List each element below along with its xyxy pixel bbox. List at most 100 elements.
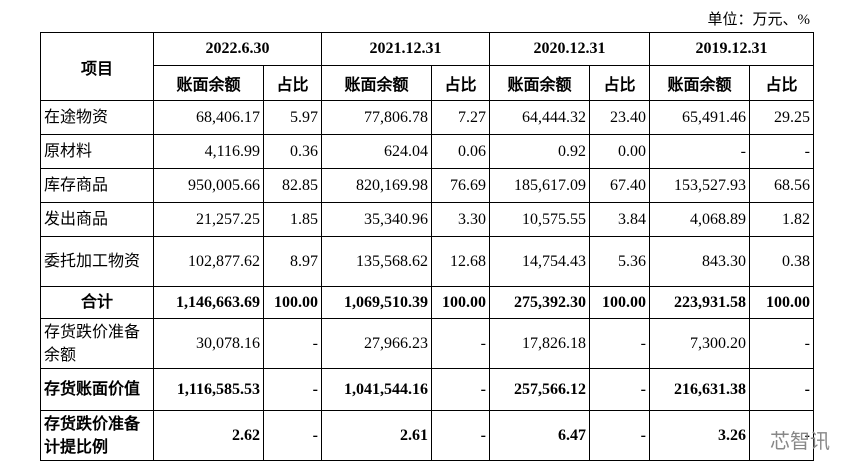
subheader: 占比 xyxy=(749,65,814,101)
cell: - xyxy=(649,134,750,169)
cell: 76.69 xyxy=(431,168,490,203)
cell: 624.04 xyxy=(321,134,432,169)
subheader: 账面余额 xyxy=(489,65,590,101)
period: 2019.12.31 xyxy=(649,32,814,66)
subheader: 占比 xyxy=(263,65,322,101)
watermark: 芯智讯 xyxy=(770,429,830,453)
cell: 0.36 xyxy=(263,134,322,169)
cell: 4,116.99 xyxy=(153,134,264,169)
cell: 1,116,585.53 xyxy=(153,368,264,411)
row-label: 委托加工物资 xyxy=(40,236,154,287)
cell: - xyxy=(749,134,814,169)
cell: 7.27 xyxy=(431,100,490,135)
cell: 8.97 xyxy=(263,236,322,287)
period: 2020.12.31 xyxy=(489,32,650,66)
table-row: 存货跌价准备余额 30,078.16-27,966.23-17,826.18-7,… xyxy=(40,318,814,369)
cell: 100.00 xyxy=(589,286,650,319)
cell: - xyxy=(749,318,814,369)
row-label: 原材料 xyxy=(40,134,154,169)
cell: 14,754.43 xyxy=(489,236,590,287)
cell: 843.30 xyxy=(649,236,750,287)
row-label: 存货账面价值 xyxy=(40,368,154,411)
cell: - xyxy=(749,410,814,461)
subheader: 账面余额 xyxy=(321,65,432,101)
cell: 1.82 xyxy=(749,202,814,237)
cell: 4,068.89 xyxy=(649,202,750,237)
header-row: 项目 2022.6.30 2021.12.31 2020.12.31 2019.… xyxy=(40,32,814,101)
cell: 223,931.58 xyxy=(649,286,750,319)
cell: 102,877.62 xyxy=(153,236,264,287)
period: 2022.6.30 xyxy=(153,32,322,66)
cell: 35,340.96 xyxy=(321,202,432,237)
inventory-table: 项目 2022.6.30 2021.12.31 2020.12.31 2019.… xyxy=(40,32,814,461)
cell: 820,169.98 xyxy=(321,168,432,203)
row-label: 存货跌价准备计提比例 xyxy=(40,410,154,461)
cell: 0.38 xyxy=(749,236,814,287)
row-label: 合计 xyxy=(40,286,154,319)
subheader: 占比 xyxy=(589,65,650,101)
table-row: 存货跌价准备计提比例 2.62-2.61-6.47-3.26- xyxy=(40,410,814,461)
table-row: 合计 1,146,663.69 100.00 1,069,510.39 100.00 27… xyxy=(40,286,814,319)
cell: 10,575.55 xyxy=(489,202,590,237)
unit-label: 单位：万元、% xyxy=(707,12,811,28)
cell: - xyxy=(431,368,490,411)
period: 2021.12.31 xyxy=(321,32,490,66)
cell: 67.40 xyxy=(589,168,650,203)
cell: - xyxy=(589,410,650,461)
table-row: 在途物资 68,406.17 5.97 77,806.78 7.27 64,444.32 2… xyxy=(40,100,814,135)
cell: 65,491.46 xyxy=(649,100,750,135)
table-row: 存货账面价值 1,116,585.53-1,041,544.16-257,566.… xyxy=(40,368,814,411)
table-row: 发出商品 21,257.25 1.85 35,340.96 3.30 10,575.55 3… xyxy=(40,202,814,237)
cell: 64,444.32 xyxy=(489,100,590,135)
cell: 216,631.38 xyxy=(649,368,750,411)
row-label: 库存商品 xyxy=(40,168,154,203)
cell: 950,005.66 xyxy=(153,168,264,203)
subheader: 账面余额 xyxy=(649,65,750,101)
cell: - xyxy=(263,318,322,369)
cell: - xyxy=(749,368,814,411)
cell: 0.00 xyxy=(589,134,650,169)
row-label: 存货跌价准备余额 xyxy=(40,318,154,369)
cell: - xyxy=(263,368,322,411)
cell: 77,806.78 xyxy=(321,100,432,135)
cell: - xyxy=(589,318,650,369)
cell: 5.36 xyxy=(589,236,650,287)
cell: 2.61 xyxy=(321,410,432,461)
cell: 2.62 xyxy=(153,410,264,461)
cell: - xyxy=(589,368,650,411)
corner: 项目 xyxy=(40,32,154,101)
table-row: 原材料 4,116.99 0.36 624.04 0.06 0.92 0.00- - xyxy=(40,134,814,169)
table-row: 委托加工物资 102,877.62 8.97 135,568.62 12.68 14,75… xyxy=(40,236,814,287)
cell: 185,617.09 xyxy=(489,168,590,203)
row-label: 发出商品 xyxy=(40,202,154,237)
cell: 6.47 xyxy=(489,410,590,461)
cell: 23.40 xyxy=(589,100,650,135)
cell: - xyxy=(263,410,322,461)
cell: 30,078.16 xyxy=(153,318,264,369)
cell: 1.85 xyxy=(263,202,322,237)
subheader: 占比 xyxy=(431,65,490,101)
subheader: 账面余额 xyxy=(153,65,264,101)
cell: - xyxy=(431,318,490,369)
cell: 3.30 xyxy=(431,202,490,237)
cell: 68.56 xyxy=(749,168,814,203)
cell: 257,566.12 xyxy=(489,368,590,411)
cell: 3.26 xyxy=(649,410,750,461)
subheader-row: 账面余额 占比 账面余额 占比 账面余额 占比 账面余额 占比 xyxy=(41,65,814,101)
cell: 68,406.17 xyxy=(153,100,264,135)
cell: 21,257.25 xyxy=(153,202,264,237)
cell: 27,966.23 xyxy=(321,318,432,369)
cell: 153,527.93 xyxy=(649,168,750,203)
cell: 1,146,663.69 xyxy=(153,286,264,319)
cell: 7,300.20 xyxy=(649,318,750,369)
cell: 1,041,544.16 xyxy=(321,368,432,411)
cell: 135,568.62 xyxy=(321,236,432,287)
cell: 17,826.18 xyxy=(489,318,590,369)
cell: 82.85 xyxy=(263,168,322,203)
cell: 0.92 xyxy=(489,134,590,169)
cell: 3.84 xyxy=(589,202,650,237)
row-label: 在途物资 xyxy=(40,100,154,135)
cell: 1,069,510.39 xyxy=(321,286,432,319)
cell: 12.68 xyxy=(431,236,490,287)
cell: 29.25 xyxy=(749,100,814,135)
